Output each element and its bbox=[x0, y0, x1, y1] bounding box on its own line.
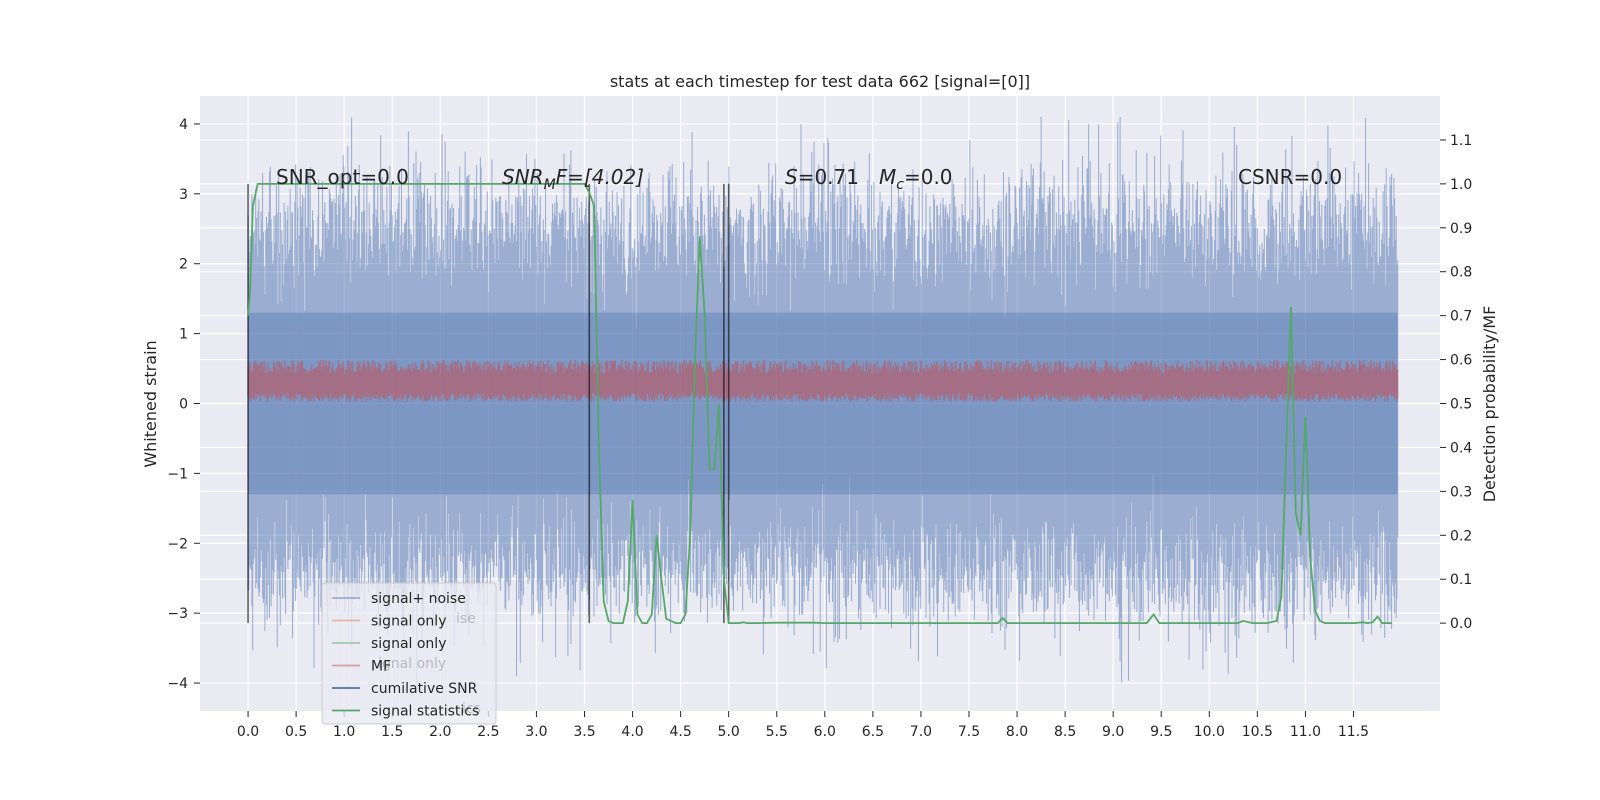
annotation-mc-label: M bbox=[879, 165, 896, 189]
x-tick-label: 10.5 bbox=[1242, 724, 1273, 740]
y-tick-label-left: 0 bbox=[179, 397, 188, 413]
x-tick-label: 2.0 bbox=[429, 724, 451, 740]
y-tick-label-right: 0.0 bbox=[1450, 616, 1472, 632]
y-tick-label-right: 0.4 bbox=[1450, 440, 1472, 456]
annotation-csnr: CSNR=0.0 bbox=[1238, 165, 1342, 189]
legend-label: MF bbox=[371, 659, 391, 675]
annotation-mc-sub: c bbox=[896, 177, 904, 193]
y-ticks-right: 1.1 1.0 0.9 0.8 0.7 0.6 0.5 0.4 0.3 0.2 0.1 0.0 bbox=[1440, 133, 1472, 632]
y-tick-label-left: 3 bbox=[179, 187, 188, 203]
legend-label: signal only bbox=[371, 636, 446, 652]
x-tick-label: 8.5 bbox=[1054, 724, 1076, 740]
legend: ise ignal only ics signal+ noise signal o… bbox=[321, 582, 497, 725]
annotation-mc-value: =0.0 bbox=[904, 165, 953, 189]
y-tick-label-left: −1 bbox=[167, 466, 188, 482]
series-signal-statistics bbox=[247, 182, 1392, 625]
x-tick-label: 10.0 bbox=[1194, 724, 1225, 740]
x-tick-label: 8.0 bbox=[1006, 724, 1028, 740]
y-tick-label-right: 0.2 bbox=[1450, 528, 1472, 544]
x-ticks: 0.0 0.5 1.0 1.5 2.0 2.5 3.0 3.5 4.0 4.5 5.0 5.5 6.0 6… bbox=[237, 711, 1369, 740]
annotation-snr-mf-sub: M bbox=[544, 177, 556, 193]
y-tick-label-right: 0.9 bbox=[1450, 221, 1472, 237]
noise-core-band bbox=[248, 312, 1398, 495]
annotation-s-value: =0.71 bbox=[798, 165, 859, 189]
y-tick-label-right: 0.1 bbox=[1450, 572, 1472, 588]
annotation-s: S=0.71 bbox=[785, 165, 859, 189]
y-tick-label-left: 4 bbox=[179, 117, 188, 133]
x-tick-label: 5.5 bbox=[766, 724, 788, 740]
x-tick-label: 4.5 bbox=[669, 724, 691, 740]
x-tick-label: 11.0 bbox=[1290, 724, 1321, 740]
x-tick-label: 6.5 bbox=[862, 724, 884, 740]
x-tick-label: 0.0 bbox=[237, 724, 259, 740]
annotation-snr-mf-main: SNR bbox=[502, 165, 544, 189]
x-tick-label: 11.5 bbox=[1338, 724, 1369, 740]
y-tick-label-right: 1.0 bbox=[1450, 177, 1472, 193]
annotation-s-label: S bbox=[785, 165, 798, 189]
legend-ghost-1: ise bbox=[456, 611, 476, 627]
x-tick-label: 3.0 bbox=[525, 724, 547, 740]
x-tick-label: 0.5 bbox=[285, 724, 307, 740]
annotation-mc: Mc=0.0 bbox=[879, 165, 953, 193]
x-tick-label: 1.5 bbox=[381, 724, 403, 740]
legend-label: signal statistics bbox=[371, 704, 479, 720]
annotation-snr-mf: SNRMF=[4.02] bbox=[502, 165, 644, 193]
y-tick-label-right: 1.1 bbox=[1450, 133, 1472, 149]
y-tick-label-right: 0.7 bbox=[1450, 309, 1472, 325]
y-ticks-left: 4 3 2 1 0 −1 −2 −3 −4 bbox=[167, 117, 200, 692]
legend-box bbox=[321, 582, 497, 725]
x-tick-label: 5.0 bbox=[718, 724, 740, 740]
x-tick-label: 6.0 bbox=[814, 724, 836, 740]
y-tick-label-right: 0.3 bbox=[1450, 484, 1472, 500]
y-tick-label-right: 0.5 bbox=[1450, 397, 1472, 413]
y-axis-label-left: Whitened strain bbox=[141, 340, 160, 467]
x-tick-label: 9.0 bbox=[1102, 724, 1124, 740]
legend-label: signal only bbox=[371, 614, 446, 630]
y-tick-label-left: −2 bbox=[167, 536, 188, 552]
x-tick-label: 2.5 bbox=[477, 724, 499, 740]
y-tick-label-left: 1 bbox=[179, 327, 188, 343]
y-tick-label-right: 0.6 bbox=[1450, 353, 1472, 369]
x-tick-label: 3.5 bbox=[573, 724, 595, 740]
y-tick-label-left: −3 bbox=[167, 606, 188, 622]
x-tick-label: 7.0 bbox=[910, 724, 932, 740]
legend-label: cumilative SNR bbox=[371, 681, 478, 697]
legend-ghost-2: ignal only bbox=[378, 656, 446, 672]
y-tick-label-right: 0.8 bbox=[1450, 265, 1472, 281]
y-axis-label-right: Detection probability/MF bbox=[1480, 306, 1499, 503]
legend-label: signal+ noise bbox=[371, 591, 466, 607]
annotation-snr-opt: SNR_opt=0.0 bbox=[276, 165, 409, 189]
signal-statistics-line bbox=[247, 182, 1392, 625]
chart-title: stats at each timestep for test data 662… bbox=[610, 72, 1030, 91]
legend-ghost-3: ics bbox=[462, 701, 481, 717]
x-tick-label: 1.0 bbox=[333, 724, 355, 740]
y-tick-label-left: 2 bbox=[179, 257, 188, 273]
annotation-snr-mf-rest: F=[4.02] bbox=[556, 165, 644, 189]
x-tick-label: 9.5 bbox=[1150, 724, 1172, 740]
y-tick-label-left: −4 bbox=[167, 676, 188, 692]
x-tick-label: 7.5 bbox=[958, 724, 980, 740]
series-signal-plus-noise bbox=[247, 117, 1399, 687]
x-tick-label: 4.0 bbox=[621, 724, 643, 740]
